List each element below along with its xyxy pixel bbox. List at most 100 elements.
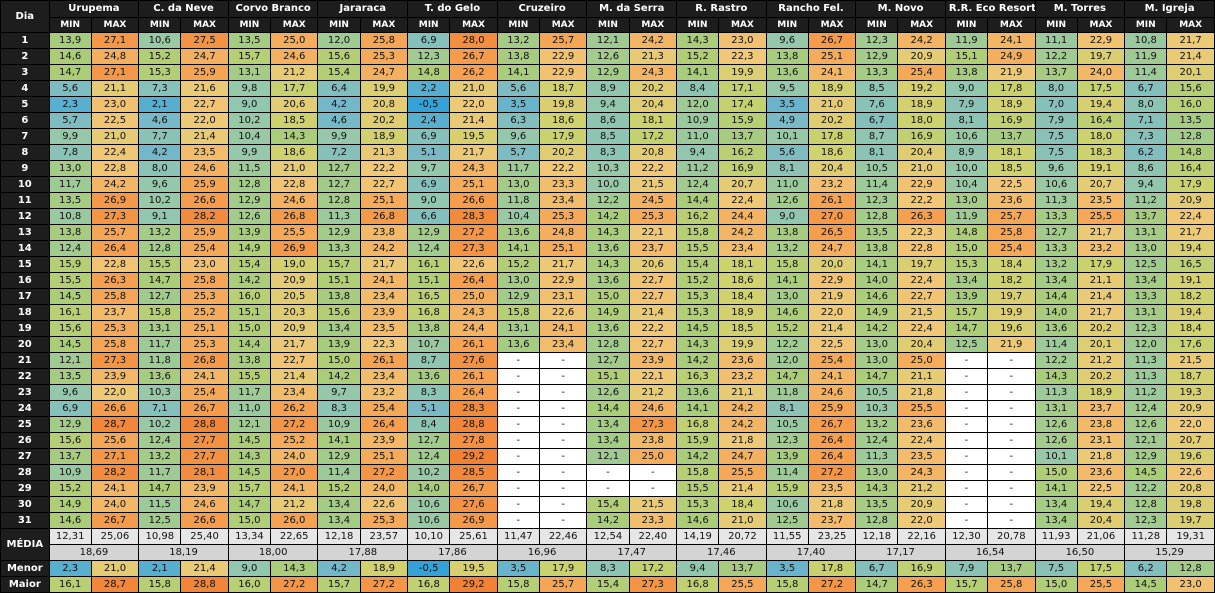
temp-cell: - [538, 416, 588, 433]
temp-cell: 13,1 [138, 320, 182, 337]
temp-cell: 24,6 [269, 192, 319, 209]
temp-cell: 27,8 [449, 432, 498, 449]
temp-cell: - [944, 512, 989, 529]
temp-cell: - [496, 432, 540, 449]
temp-cell: 23,1 [1076, 432, 1126, 449]
temp-cell: 22,7 [628, 272, 678, 289]
temp-cell: 15,5 [676, 480, 720, 497]
temp-cell: 21,7 [359, 256, 409, 273]
temp-cell: 13,8 [496, 48, 540, 65]
temp-cell: 22,6 [359, 496, 409, 513]
temp-cell: 24,6 [269, 48, 319, 65]
temp-cell: 11,8 [138, 352, 182, 369]
temp-cell: 23,9 [90, 368, 140, 385]
min-header: MIN [855, 17, 899, 33]
temp-cell: 12,1 [586, 32, 630, 49]
menor-value: 21,4 [180, 560, 229, 577]
temp-cell: 8,4 [407, 416, 451, 433]
maior-label: Maior [0, 576, 50, 593]
temp-cell: 22,5 [1076, 480, 1126, 497]
temp-cell: 17,8 [807, 128, 857, 145]
temp-cell: 12,6 [1034, 416, 1078, 433]
max-header: MAX [807, 17, 857, 33]
temp-cell: 10,6 [138, 32, 182, 49]
temp-cell: 12,0 [1124, 336, 1168, 353]
temp-cell: 21,1 [897, 368, 946, 385]
temp-cell: 26,6 [180, 512, 229, 529]
temp-cell: 23,5 [359, 320, 409, 337]
temp-cell: 19,3 [1166, 384, 1215, 401]
media-value: 14,19 [676, 528, 720, 545]
temp-cell: 6,9 [407, 176, 451, 193]
temp-cell: - [944, 400, 989, 417]
temp-cell: - [944, 448, 989, 465]
temp-cell: 7,8 [48, 144, 92, 161]
temp-cell: 23,2 [718, 368, 767, 385]
media-average: 17,17 [855, 544, 946, 561]
temp-cell: 26,1 [807, 192, 857, 209]
temp-cell: 5,7 [48, 112, 92, 129]
temp-cell: 21,5 [897, 304, 946, 321]
media-value: 20,72 [718, 528, 767, 545]
menor-value: 16,9 [897, 560, 946, 577]
temp-cell: 13,8 [944, 64, 989, 81]
max-header: MAX [538, 17, 588, 33]
temp-cell: 10,1 [1034, 448, 1078, 465]
temp-cell: 19,0 [269, 256, 319, 273]
temp-cell: 12,7 [1034, 224, 1078, 241]
media-value: 11,93 [1034, 528, 1078, 545]
temp-cell: 25,0 [269, 32, 319, 49]
temp-cell: 19,8 [1166, 496, 1215, 513]
maior-value: 25,5 [1076, 576, 1126, 593]
temp-cell: 12,0 [765, 352, 809, 369]
temp-cell: 13,9 [48, 32, 92, 49]
temp-cell: 26,2 [269, 400, 319, 417]
temp-cell: 11,7 [48, 176, 92, 193]
temp-cell: 19,7 [1076, 48, 1126, 65]
temp-cell: 13,2 [138, 448, 182, 465]
temp-cell: 21,1 [90, 80, 140, 97]
station-header: M. Torres [1034, 0, 1126, 18]
temp-cell: 11,7 [138, 464, 182, 481]
temp-cell: - [496, 384, 540, 401]
temp-cell: 14,2 [855, 320, 899, 337]
temp-cell: 12,1 [586, 448, 630, 465]
temp-cell: 23,5 [897, 448, 946, 465]
temp-cell: 20,9 [269, 272, 319, 289]
temp-cell: 24,4 [718, 208, 767, 225]
temp-cell: 14,2 [227, 272, 271, 289]
temp-cell: 13,6 [496, 336, 540, 353]
temp-cell: 22,1 [628, 224, 678, 241]
temp-cell: 12,3 [1124, 320, 1168, 337]
temp-cell: 24,2 [359, 240, 409, 257]
temp-cell: 19,9 [359, 80, 409, 97]
temp-cell: 24,5 [628, 192, 678, 209]
temp-cell: 13,8 [765, 48, 809, 65]
temp-cell: 25,4 [180, 240, 229, 257]
media-value: 12,31 [48, 528, 92, 545]
temp-cell: - [987, 352, 1036, 369]
menor-value: 17,9 [538, 560, 588, 577]
temp-cell: 11,4 [855, 176, 899, 193]
temp-cell: 13,0 [855, 336, 899, 353]
temp-cell: 11,4 [317, 464, 361, 481]
temp-cell: 20,9 [897, 496, 946, 513]
table-row: 1 13,9 27,1 10,6 27,5 13,5 25,0 12,0 25,8 6,9 28,0… [0, 32, 1215, 49]
temp-cell: 26,8 [269, 208, 319, 225]
temp-cell: 26,4 [807, 448, 857, 465]
temp-cell: 15,9 [765, 480, 809, 497]
temp-cell: 25,3 [359, 512, 409, 529]
temp-cell: 25,1 [807, 48, 857, 65]
temp-cell: 23,0 [180, 256, 229, 273]
temp-cell: 8,1 [944, 112, 989, 129]
table-row: 21 12,1 27,3 11,8 26,8 13,8 22,7 15,0 26,1 8,7 27,… [0, 352, 1215, 369]
temp-cell: 11,9 [944, 208, 989, 225]
media-value: 12,54 [586, 528, 630, 545]
temp-cell: 11,3 [1034, 384, 1078, 401]
temp-cell: 12,7 [138, 288, 182, 305]
temp-cell: 25,9 [180, 176, 229, 193]
max-header: MAX [1166, 17, 1215, 33]
table-row: 6 5,7 22,5 4,6 22,0 10,2 18,5 4,6 20,2 2,4 21,4 6,3… [0, 112, 1215, 129]
temp-cell: 15,3 [944, 256, 989, 273]
temp-cell: 12,3 [765, 432, 809, 449]
